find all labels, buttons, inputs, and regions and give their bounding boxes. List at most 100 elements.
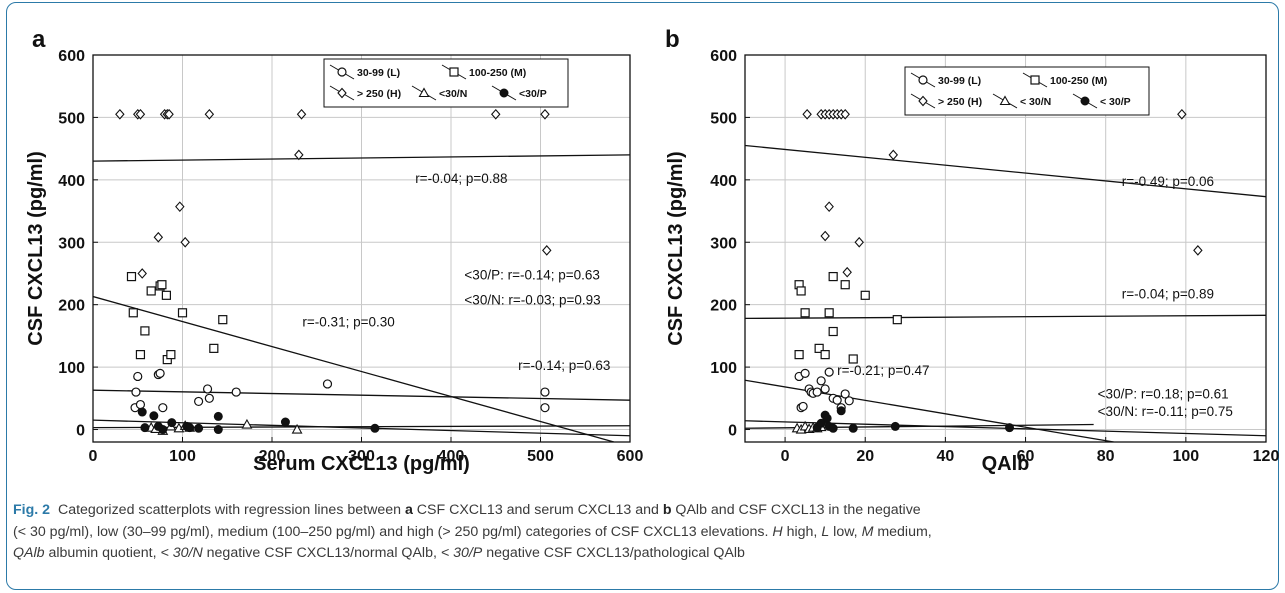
y-tick-label: 600 [710, 48, 737, 65]
data-point-dot [140, 423, 150, 433]
data-point-diamond [175, 201, 185, 213]
x-tick-label: 400 [438, 448, 465, 465]
x-axis-label: Serum CXCL13 (pg/ml) [253, 453, 470, 475]
legend-label: 100-250 (M) [1050, 75, 1107, 87]
caption-panel-a: a [404, 502, 413, 518]
data-point-dot [822, 413, 832, 423]
caption-text-2: CSF CXCL13 and serum CXCL13 and [412, 502, 663, 518]
plot-area-border [744, 54, 1267, 443]
data-point-square [814, 343, 824, 353]
legend-marker-circle [918, 75, 928, 85]
regression-line [93, 419, 630, 437]
caption-line-2: (< 30 pg/ml), low (30–99 pg/ml), medium … [13, 523, 773, 540]
stat-annotation: <30/P: r=-0.14; p=0.63 [464, 268, 599, 283]
data-point-circle [844, 396, 854, 406]
data-point-circle [540, 387, 550, 397]
x-tick-label: 0 [781, 448, 790, 465]
legend: 30-99 (L) 100-250 (M) > 250 (H) < 30/N < 30/… [904, 66, 1150, 116]
x-tick-label: 200 [259, 448, 286, 465]
y-tick-label: 600 [58, 48, 85, 65]
legend-marker-dot [1080, 96, 1090, 106]
data-point-diamond [294, 149, 304, 161]
data-point-circle [131, 387, 141, 397]
stat-annotation: <30/N: r=-0.11; p=0.75 [1098, 404, 1233, 419]
data-point-circle [820, 384, 830, 394]
y-tick-label: 0 [728, 423, 737, 440]
data-point-circle [204, 393, 214, 403]
data-point-diamond [840, 108, 850, 120]
data-point-circle [155, 368, 165, 378]
figure-label: Fig. 2 [13, 502, 51, 518]
y-tick-label: 300 [58, 235, 85, 252]
x-tick-label: 600 [617, 448, 644, 465]
data-point-dot [185, 423, 195, 433]
data-point-square [209, 343, 219, 353]
data-point-dot [848, 423, 858, 433]
figure-charts: 0 100 200 300 400 500 6000100200300400500600Se… [25, 26, 1279, 475]
def-l: low, [829, 523, 862, 540]
data-point-dot [1005, 423, 1015, 433]
data-point-diamond [296, 108, 307, 120]
regression-line [93, 389, 630, 401]
panel-label: b [665, 26, 680, 53]
data-point-square [161, 290, 171, 300]
plot-content [93, 108, 630, 442]
data-point-dot [890, 421, 900, 431]
data-point-diamond [824, 201, 834, 213]
data-point-square [800, 308, 810, 318]
y-tick-label: 0 [76, 423, 85, 440]
chart-panel-a: 0 100 200 300 400 500 600 0 100 200 300 400 500 600 Se… [25, 26, 643, 475]
data-point-diamond [135, 108, 146, 120]
legend-marker-diamond [337, 87, 347, 99]
data-point-circle [231, 387, 241, 397]
y-tick-label: 500 [58, 110, 85, 127]
legend-label: 30-99 (L) [357, 67, 400, 79]
data-point-circle [816, 376, 826, 386]
regression-line [745, 314, 1266, 320]
regression-line [93, 154, 630, 162]
data-point-square [128, 308, 138, 318]
x-tick-label: 100 [169, 448, 196, 465]
data-point-circle [800, 368, 810, 378]
legend-marker-diamond [918, 95, 928, 107]
caption-text-1: Categorized scatterplots with regression… [57, 502, 405, 518]
data-point-square [796, 286, 806, 296]
data-point-square [157, 280, 167, 290]
data-point-circle [133, 371, 143, 382]
data-point-triangle [291, 423, 303, 434]
data-point-triangle [241, 418, 253, 429]
data-point-square [820, 350, 830, 360]
figure-frame [6, 2, 1279, 590]
data-point-dot [137, 407, 147, 417]
stat-annotation: r=-0.04; p=0.89 [1122, 286, 1214, 301]
def-30p: negative CSF CXCL13/pathological QAlb [482, 545, 745, 561]
def-m: medium, [873, 523, 932, 540]
data-point-circle [135, 399, 146, 410]
figure-caption: Fig. 2 Categorized scatterplots with reg… [13, 500, 1268, 565]
data-point-diamond [180, 236, 190, 248]
legend-label: < 30/P [1100, 96, 1131, 108]
data-point-square [828, 326, 838, 337]
stat-annotation: r=-0.49; p=0.06 [1122, 174, 1214, 189]
legend: 30-99 (L) 100-250 (M) > 250 (H) <30/N <30/P [323, 58, 569, 108]
y-tick-label: 200 [710, 298, 737, 315]
data-point-circle [798, 401, 808, 412]
y-tick-label: 100 [710, 360, 737, 377]
data-point-circle [840, 389, 850, 399]
y-tick-label: 300 [710, 235, 737, 252]
data-point-square [218, 315, 228, 325]
data-point-square [146, 286, 156, 296]
data-point-diamond [542, 245, 552, 256]
caption-panel-b: b [662, 502, 672, 518]
stat-annotation: r=-0.31; p=0.30 [302, 315, 394, 330]
data-point-square [840, 280, 850, 290]
data-point-circle [824, 367, 834, 377]
data-point-square [140, 326, 150, 336]
data-point-dot [836, 406, 846, 416]
abbr-30n: < 30/N [160, 545, 203, 561]
data-point-square [824, 308, 834, 318]
x-tick-label: 60 [1017, 448, 1035, 465]
data-point-dot [280, 417, 290, 427]
abbr-h: H [772, 523, 783, 540]
panel-label: a [32, 26, 46, 53]
